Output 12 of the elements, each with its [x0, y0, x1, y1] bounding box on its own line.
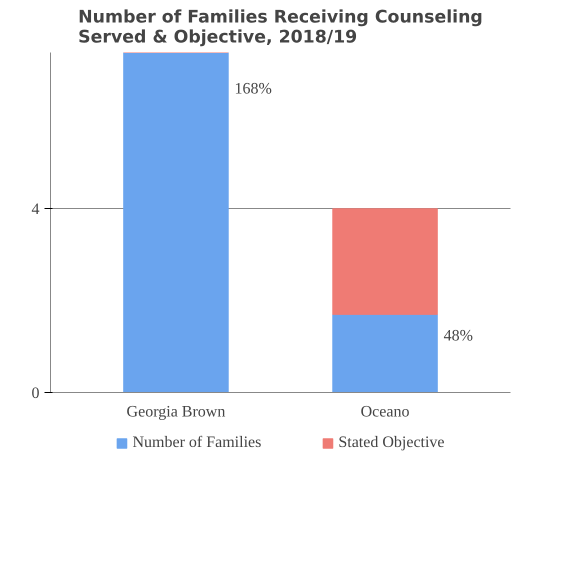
bar: [332, 208, 438, 315]
y-tick-label: 4: [32, 201, 40, 218]
chart-title: Number of Families Receiving Counseling Served & Objective, 2018/19: [78, 8, 483, 48]
y-tick-label: 0: [32, 385, 40, 402]
annotation: 48%: [444, 327, 473, 344]
bar: [332, 314, 438, 392]
x-tick-label: Georgia Brown: [126, 404, 226, 420]
legend-label: Number of Families: [132, 434, 262, 452]
annotation: 168%: [234, 80, 272, 98]
legend-label: Stated Objective: [338, 434, 445, 452]
bar: [123, 52, 229, 392]
x-tick-label: Oceano: [360, 404, 410, 420]
